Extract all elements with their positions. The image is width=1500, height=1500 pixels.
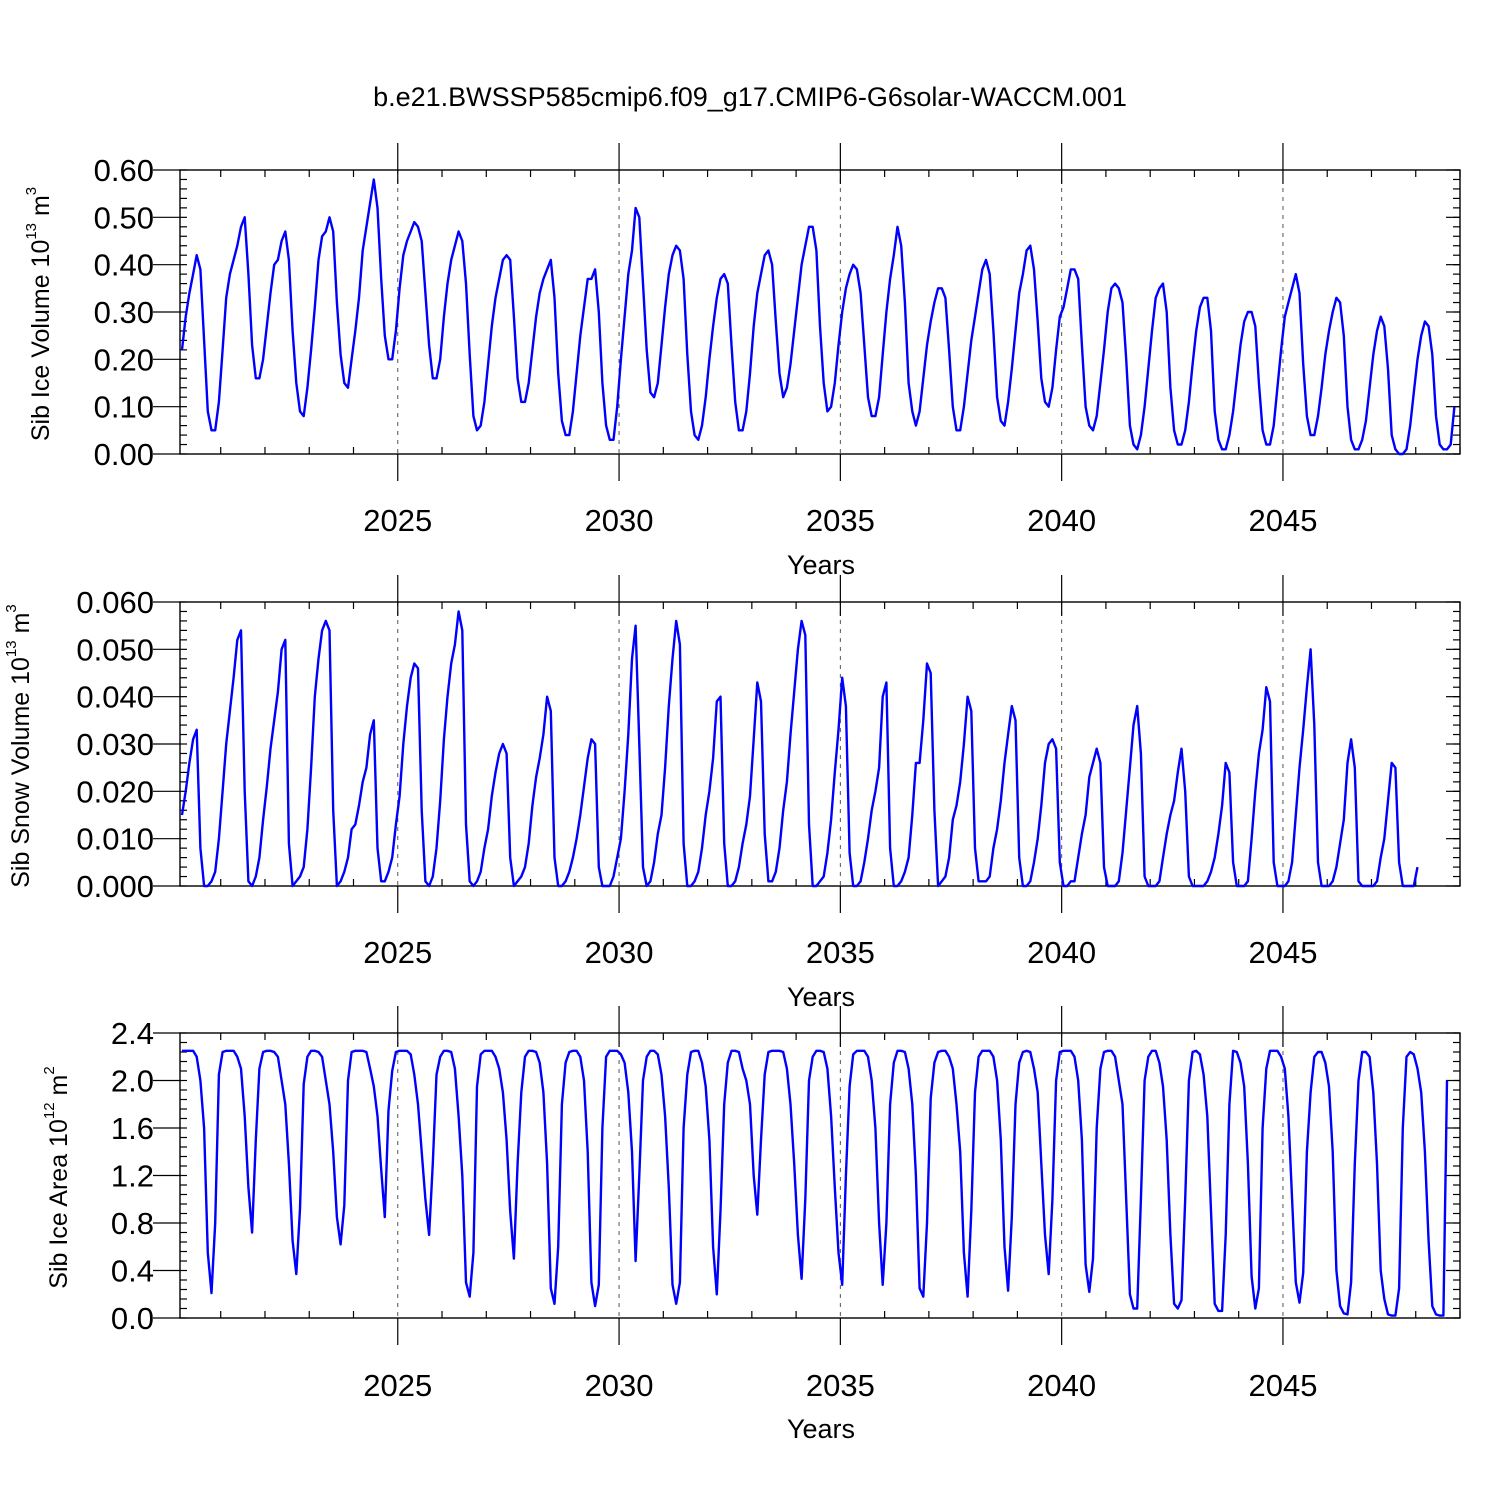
y-tick-label: 0.010 bbox=[76, 822, 154, 857]
x-axis-label: Years bbox=[787, 550, 855, 580]
figure-title: b.e21.BWSSP585cmip6.f09_g17.CMIP6-G6sola… bbox=[373, 82, 1127, 112]
x-tick-label: 2025 bbox=[363, 1368, 432, 1403]
y-tick-label: 0.4 bbox=[111, 1254, 154, 1289]
x-tick-label: 2035 bbox=[806, 1368, 875, 1403]
x-axis-label: Years bbox=[787, 1414, 855, 1444]
series-line bbox=[182, 1049, 1449, 1317]
y-tick-label: 0.000 bbox=[76, 869, 154, 904]
chart-panel-3: 0.0 0.4 0.8 1.2 1.6 2.0 2.4 2025 2030 2035 2040 204… bbox=[41, 1006, 1461, 1444]
y-tick-label: 0.30 bbox=[94, 295, 154, 330]
y-tick-label: 0.10 bbox=[94, 390, 154, 425]
plot-frame bbox=[179, 601, 1461, 887]
y-tick-label: 0.0 bbox=[111, 1301, 154, 1336]
x-tick-label: 2045 bbox=[1248, 1368, 1317, 1403]
x-tick-label: 2040 bbox=[1027, 1368, 1096, 1403]
y-tick-label: 2.0 bbox=[111, 1064, 154, 1099]
x-tick-label: 2035 bbox=[806, 935, 875, 970]
x-tick-label: 2045 bbox=[1248, 935, 1317, 970]
series-line bbox=[180, 610, 1419, 888]
y-axis-label: Sib Ice Area 1012 m2 bbox=[41, 1066, 73, 1288]
x-tick-label: 2035 bbox=[806, 503, 875, 538]
y-tick-label: 0.060 bbox=[76, 585, 154, 620]
y-tick-label: 0.50 bbox=[94, 200, 154, 235]
x-tick-label: 2045 bbox=[1248, 503, 1317, 538]
series-line bbox=[180, 178, 1456, 456]
y-tick-label: 0.00 bbox=[94, 437, 154, 472]
chart-panel-2: 0.000 0.010 0.020 0.030 0.040 0.050 0.060 2025 2… bbox=[3, 575, 1461, 1012]
x-tick-label: 2030 bbox=[585, 935, 654, 970]
y-tick-label: 0.20 bbox=[94, 342, 154, 377]
y-tick-label: 0.8 bbox=[111, 1206, 154, 1241]
y-tick-label: 0.40 bbox=[94, 248, 154, 283]
y-tick-label: 2.4 bbox=[111, 1016, 154, 1051]
x-axis-label: Years bbox=[787, 982, 855, 1012]
y-tick-label: 0.040 bbox=[76, 680, 154, 715]
y-axis-label: Sib Snow Volume 1013 m3 bbox=[3, 604, 35, 888]
x-tick-label: 2030 bbox=[585, 503, 654, 538]
y-tick-label: 1.6 bbox=[111, 1111, 154, 1146]
x-tick-label: 2040 bbox=[1027, 503, 1096, 538]
x-tick-label: 2025 bbox=[363, 935, 432, 970]
y-tick-label: 0.60 bbox=[94, 153, 154, 188]
x-tick-label: 2030 bbox=[585, 1368, 654, 1403]
x-tick-label: 2025 bbox=[363, 503, 432, 538]
y-tick-label: 1.2 bbox=[111, 1159, 154, 1194]
y-tick-label: 0.030 bbox=[76, 727, 154, 762]
x-tick-label: 2040 bbox=[1027, 935, 1096, 970]
y-axis-label: Sib Ice Volume 1013 m3 bbox=[23, 187, 55, 441]
y-tick-label: 0.020 bbox=[76, 774, 154, 809]
y-tick-label: 0.050 bbox=[76, 632, 154, 667]
chart-panel-1: 0.00 0.10 0.20 0.30 0.40 0.50 0.60 2025 2030 2035… bbox=[23, 143, 1461, 580]
